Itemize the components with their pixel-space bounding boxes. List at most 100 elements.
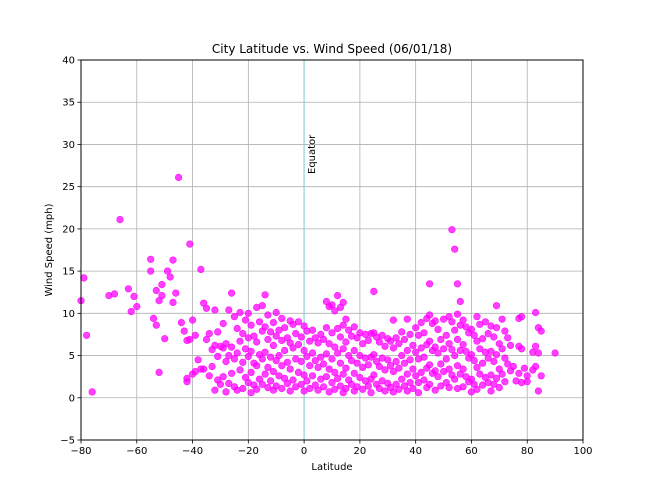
data-point (504, 334, 512, 342)
data-point (297, 333, 305, 341)
data-point (297, 357, 305, 366)
data-point (149, 314, 158, 323)
data-point (445, 384, 453, 392)
data-point (222, 340, 230, 348)
data-point (269, 319, 278, 327)
data-point (253, 338, 261, 346)
data-point (247, 321, 255, 329)
data-point (378, 331, 386, 339)
data-point (389, 344, 398, 352)
data-point (286, 365, 294, 373)
data-point (261, 370, 269, 378)
data-point (487, 387, 495, 395)
data-point (367, 389, 375, 397)
data-point (264, 335, 272, 344)
y-tick-label: 35 (62, 98, 75, 109)
data-point (403, 370, 411, 378)
data-point (387, 337, 395, 345)
data-point (264, 363, 272, 372)
data-point (322, 350, 331, 358)
y-tick-label: 30 (62, 140, 75, 151)
data-point (509, 362, 517, 371)
data-point (517, 345, 526, 353)
data-point (517, 313, 526, 321)
data-point (269, 341, 278, 350)
data-point (314, 363, 322, 372)
data-point (395, 364, 403, 372)
data-point (437, 335, 445, 344)
data-point (492, 374, 501, 383)
data-point (289, 376, 297, 384)
data-point (211, 386, 219, 394)
data-point (492, 351, 501, 359)
data-point (275, 352, 283, 360)
data-point (272, 332, 280, 340)
data-point (194, 356, 202, 364)
data-point (267, 377, 275, 385)
data-point (426, 380, 434, 388)
data-point (476, 370, 484, 378)
data-point (308, 326, 317, 334)
data-point (417, 344, 425, 352)
data-point (233, 349, 241, 357)
data-point (158, 281, 166, 289)
data-point (434, 349, 442, 357)
data-point (451, 352, 459, 360)
data-point (434, 325, 442, 334)
data-point (370, 351, 378, 359)
y-tick-label: 20 (62, 224, 75, 235)
data-point (197, 265, 205, 274)
data-point (152, 286, 160, 295)
data-point (459, 383, 467, 391)
data-point (286, 387, 294, 395)
data-point (172, 289, 180, 297)
data-point (342, 315, 350, 323)
data-point (169, 256, 177, 264)
data-point (342, 338, 350, 346)
data-point (219, 373, 227, 381)
data-point (183, 374, 191, 383)
data-point (222, 388, 230, 396)
data-point (426, 337, 434, 345)
data-point (328, 329, 336, 337)
data-point (110, 290, 119, 298)
data-point (426, 280, 434, 288)
data-point (303, 377, 311, 385)
data-point (339, 321, 347, 329)
data-point (414, 389, 423, 397)
data-point (191, 331, 199, 339)
data-point (272, 308, 280, 317)
data-point (228, 289, 236, 297)
data-point (375, 338, 384, 346)
data-point (328, 301, 336, 309)
data-point (200, 365, 208, 373)
data-point (202, 335, 211, 344)
data-point (320, 383, 328, 391)
data-point (186, 240, 194, 248)
data-point (236, 366, 244, 374)
data-point (445, 340, 453, 348)
data-point (479, 335, 487, 343)
data-point (225, 352, 233, 360)
data-point (311, 357, 319, 365)
x-axis-ticks: −80 −60 −40 −20 0 20 40 60 80 100 (70, 440, 593, 457)
data-points (77, 173, 559, 397)
data-point (258, 380, 266, 388)
data-point (459, 341, 467, 349)
data-point (350, 346, 358, 355)
data-point (498, 370, 506, 378)
data-point (531, 362, 540, 371)
data-point (420, 376, 428, 384)
data-point (308, 349, 317, 357)
data-point (490, 357, 498, 366)
x-axis-label: Latitude (311, 462, 352, 473)
x-tick-label: −60 (126, 446, 147, 457)
data-point (431, 317, 439, 325)
data-point (501, 354, 509, 362)
data-point (403, 346, 411, 355)
data-point (116, 216, 124, 224)
data-point (389, 316, 398, 324)
data-point (479, 359, 487, 367)
x-tick-label: −20 (238, 446, 259, 457)
data-point (250, 332, 258, 340)
